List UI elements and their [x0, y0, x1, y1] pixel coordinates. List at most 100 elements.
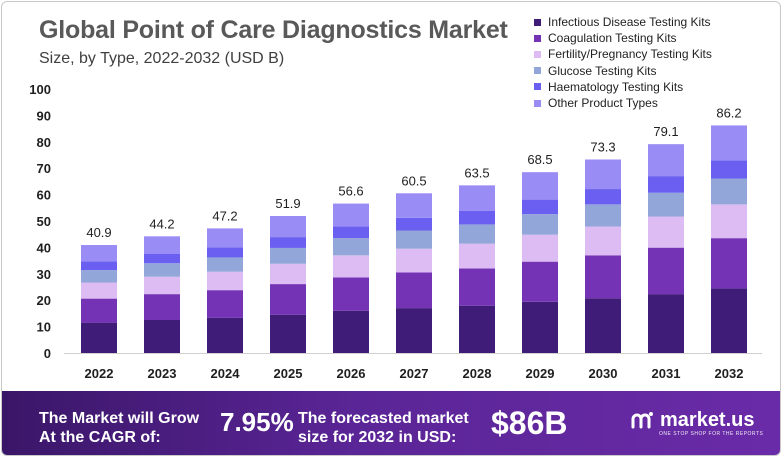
- bar-segment: [522, 261, 558, 302]
- bar-segment: [648, 192, 684, 217]
- legend-item: Fertility/Pregnancy Testing Kits: [534, 46, 712, 62]
- bar-segment: [270, 314, 306, 353]
- legend-label: Glucose Testing Kits: [548, 63, 657, 78]
- bar-segment: [396, 217, 432, 231]
- brand-logo: market.us ONE STOP SHOP FOR THE REPORTS: [630, 409, 763, 437]
- bar-segment: [144, 294, 180, 320]
- chart-title: Global Point of Care Diagnostics Market: [39, 16, 508, 44]
- bar-segment: [333, 203, 369, 227]
- bar-total-label: 40.9: [86, 225, 111, 240]
- bar-segment: [144, 254, 180, 264]
- bar-segment: [207, 271, 243, 291]
- bar-segment: [522, 199, 558, 215]
- y-tick-label: 100: [29, 82, 51, 97]
- bar-segment: [396, 308, 432, 353]
- y-tick-label: 70: [37, 161, 51, 176]
- x-tick-label: 2028: [463, 366, 492, 381]
- bar-segment: [270, 247, 306, 264]
- forecast-caption-line2: size for 2032 in USD:: [298, 429, 457, 446]
- bar-segment: [270, 284, 306, 315]
- bar-total-label: 73.3: [590, 139, 615, 154]
- legend-swatch: [534, 67, 541, 75]
- legend-item: Other Product Types: [534, 95, 712, 111]
- bar-segment: [333, 255, 369, 278]
- forecast-caption: The forecasted market size for 2032 in U…: [298, 409, 469, 447]
- bar-segment: [585, 226, 621, 256]
- bar-segment: [144, 263, 180, 277]
- legend-swatch: [534, 83, 541, 91]
- bar-segment: [81, 270, 117, 283]
- x-tick-label: 2032: [715, 366, 744, 381]
- legend-swatch: [534, 34, 541, 42]
- bar-segment: [711, 238, 747, 289]
- bar-segment: [207, 317, 243, 353]
- bar-segment: [270, 263, 306, 285]
- market-us-logo-icon: [631, 412, 653, 429]
- bar-total-label: 68.5: [527, 152, 552, 167]
- bar-segment: [207, 247, 243, 258]
- bar-total-label: 86.2: [716, 105, 741, 120]
- bar-segment: [711, 178, 747, 205]
- legend-swatch: [534, 18, 541, 26]
- bar-segment: [648, 247, 684, 295]
- x-tick-label: 2025: [274, 366, 303, 381]
- forecast-value: $86B: [491, 405, 568, 441]
- bar-segment: [648, 216, 684, 248]
- legend-item: Infectious Disease Testing Kits: [534, 14, 712, 30]
- x-tick-label: 2029: [526, 366, 555, 381]
- bar-segment: [711, 160, 747, 179]
- y-tick-label: 30: [37, 267, 51, 282]
- bar-segment: [648, 294, 684, 353]
- y-tick-label: 20: [37, 293, 51, 308]
- bar-segment: [648, 176, 684, 193]
- bar-segment: [648, 144, 684, 177]
- legend-label: Other Product Types: [548, 96, 658, 111]
- cagr-caption: The Market will Grow At the CAGR of:: [39, 409, 199, 447]
- bar-segment: [459, 224, 495, 244]
- bar-segment: [585, 204, 621, 227]
- bar-segment: [81, 298, 117, 323]
- x-tick-label: 2030: [589, 366, 618, 381]
- cagr-value: 7.95%: [220, 407, 294, 437]
- legend-label: Coagulation Testing Kits: [548, 31, 677, 46]
- brand-name: market.us: [660, 409, 755, 431]
- bar-segment: [270, 237, 306, 248]
- bar-segment: [270, 215, 306, 238]
- bar-segment: [333, 238, 369, 256]
- bar-segment: [585, 189, 621, 205]
- bar-segment: [459, 268, 495, 306]
- x-tick-label: 2022: [85, 366, 114, 381]
- bar-segment: [396, 230, 432, 249]
- bar-segment: [459, 185, 495, 211]
- y-tick-label: 60: [37, 188, 51, 203]
- x-tick-label: 2024: [211, 366, 241, 381]
- footer-banner: The Market will Grow At the CAGR of: 7.9…: [2, 391, 780, 455]
- bar-segment: [396, 272, 432, 309]
- bar-segment: [81, 245, 117, 262]
- y-tick-label: 80: [37, 135, 51, 150]
- y-tick-label: 40: [37, 240, 51, 255]
- bar-total-label: 44.2: [149, 216, 174, 231]
- bar-segment: [522, 301, 558, 353]
- legend-swatch: [534, 99, 541, 107]
- legend-item: Glucose Testing Kits: [534, 63, 712, 79]
- bar-segment: [585, 298, 621, 353]
- bar-segment: [711, 125, 747, 161]
- bar-segment: [333, 310, 369, 353]
- bar-segment: [459, 243, 495, 269]
- bar-segment: [459, 305, 495, 353]
- bar-segment: [144, 276, 180, 295]
- bar-total-label: 79.1: [653, 124, 678, 139]
- bar-segment: [207, 228, 243, 248]
- legend-item: Coagulation Testing Kits: [534, 30, 712, 46]
- bar-segment: [711, 288, 747, 353]
- chart-subtitle: Size, by Type, 2022-2032 (USD B): [39, 50, 285, 67]
- bar-total-label: 47.2: [212, 208, 237, 223]
- legend-label: Fertility/Pregnancy Testing Kits: [548, 47, 712, 62]
- bar-segment: [81, 261, 117, 271]
- legend-item: Haematology Testing Kits: [534, 79, 712, 95]
- bar-total-label: 56.6: [338, 184, 363, 199]
- legend-swatch: [534, 50, 541, 58]
- bar-segment: [207, 257, 243, 272]
- x-tick-label: 2027: [400, 366, 429, 381]
